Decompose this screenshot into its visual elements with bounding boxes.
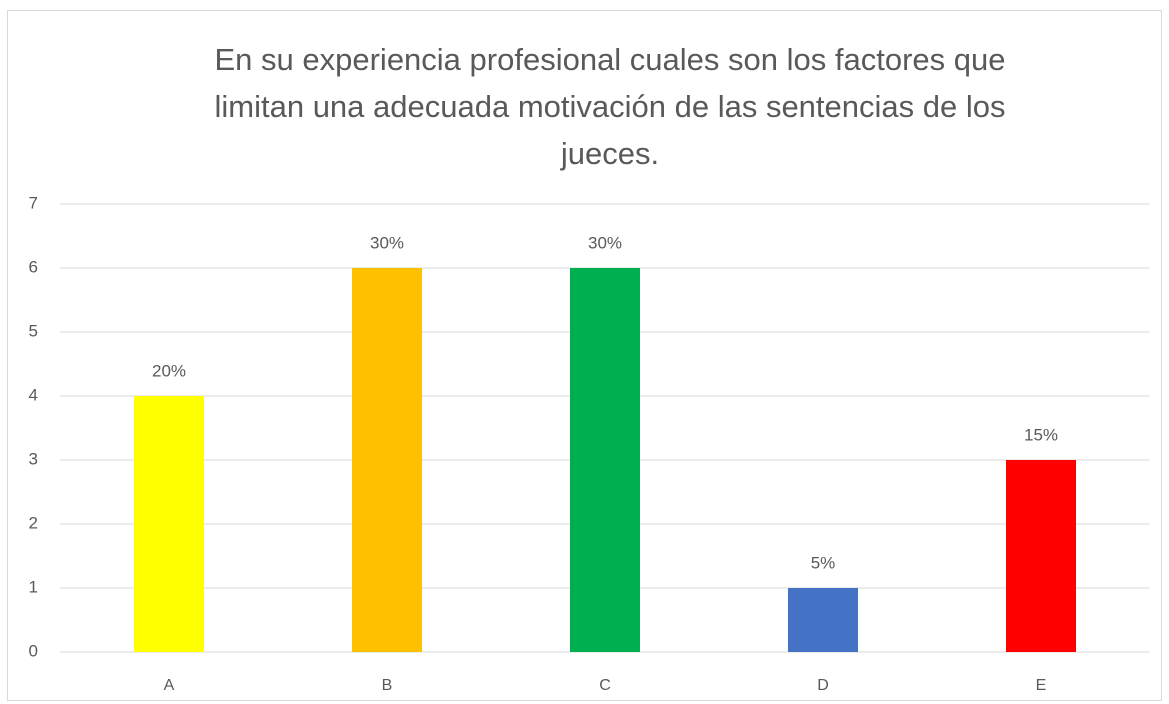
x-tick-label: C: [599, 677, 611, 694]
y-tick-label: 0: [29, 641, 38, 660]
bar: [570, 268, 640, 652]
y-tick-label: 5: [29, 321, 38, 340]
x-tick-label: E: [1036, 677, 1047, 694]
chart-title: En su experiencia profesional cuales son…: [215, 42, 1006, 77]
bar: [134, 396, 204, 652]
chart-title: limitan una adecuada motivación de las s…: [215, 89, 1006, 124]
y-tick-label: 2: [29, 513, 38, 532]
y-tick-label: 3: [29, 449, 38, 468]
data-label: 30%: [370, 233, 404, 252]
y-tick-label: 7: [29, 193, 38, 212]
bar: [788, 588, 858, 652]
chart-title: jueces.: [560, 136, 659, 171]
data-label: 20%: [152, 361, 186, 380]
x-tick-label: A: [164, 677, 175, 694]
y-tick-label: 4: [29, 385, 38, 404]
bar: [352, 268, 422, 652]
bar: [1006, 460, 1076, 652]
data-label: 30%: [588, 233, 622, 252]
y-tick-label: 1: [29, 577, 38, 596]
data-label: 5%: [811, 553, 836, 572]
data-label: 15%: [1024, 425, 1058, 444]
y-tick-label: 6: [29, 257, 38, 276]
x-tick-label: B: [382, 677, 393, 694]
x-tick-label: D: [817, 677, 829, 694]
